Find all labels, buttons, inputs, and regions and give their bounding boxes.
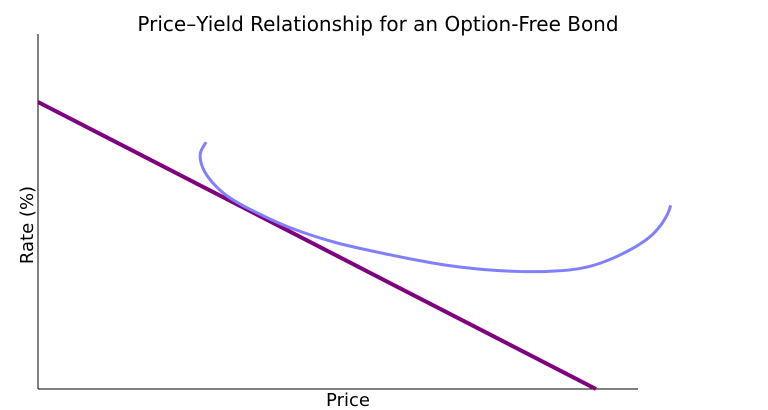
x-axis-label: Price bbox=[326, 390, 370, 410]
chart-title: Price–Yield Relationship for an Option-F… bbox=[137, 12, 619, 36]
y-axis-label: Rate (%) bbox=[17, 186, 38, 264]
series-layer bbox=[37, 100, 673, 391]
price-yield-line bbox=[37, 100, 597, 391]
price-yield-curve bbox=[198, 141, 673, 274]
